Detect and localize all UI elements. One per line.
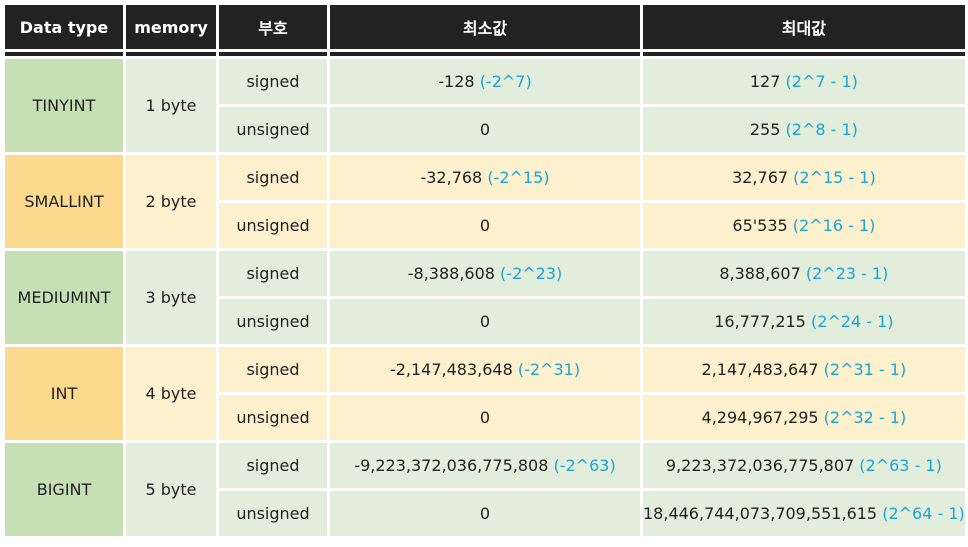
header-row: Data type memory 부호 최소값 최대값 — [5, 5, 965, 49]
data-type-cell: MEDIUMINT — [5, 251, 123, 344]
min-value: 0 — [479, 120, 491, 139]
max-value: 16,777,215 — [714, 312, 806, 331]
table-row: unsigned 0 4,294,967,295 (2^32 - 1) — [5, 395, 965, 440]
max-value-cell: 9,223,372,036,775,807 (2^63 - 1) — [643, 443, 965, 488]
sign-cell: signed — [219, 347, 327, 392]
max-expression: (2^31 - 1) — [823, 360, 907, 379]
min-value: -9,223,372,036,775,808 — [354, 456, 549, 475]
min-value-cell: 0 — [330, 203, 640, 248]
min-value: -8,388,608 — [407, 264, 495, 283]
max-value: 8,388,607 — [719, 264, 801, 283]
table-body: TINYINT 1 byte signed -128 (-2^7) 127 (2^7 -… — [5, 59, 965, 536]
table-row: unsigned 0 65'535 (2^16 - 1) — [5, 203, 965, 248]
max-value-cell: 2,147,483,647 (2^31 - 1) — [643, 347, 965, 392]
memory-cell: 2 byte — [126, 155, 216, 248]
max-value: 4,294,967,295 — [701, 408, 819, 427]
max-value-cell: 32,767 (2^15 - 1) — [643, 155, 965, 200]
max-value-cell: 8,388,607 (2^23 - 1) — [643, 251, 965, 296]
max-value: 2,147,483,647 — [701, 360, 819, 379]
max-value: 127 — [749, 72, 781, 91]
max-value: 9,223,372,036,775,807 — [665, 456, 855, 475]
header-rule-cell — [643, 52, 965, 56]
max-value-cell: 255 (2^8 - 1) — [643, 107, 965, 152]
max-value-cell: 16,777,215 (2^24 - 1) — [643, 299, 965, 344]
data-type-cell: BIGINT — [5, 443, 123, 536]
header-rule-cell — [5, 52, 123, 56]
max-value-cell: 4,294,967,295 (2^32 - 1) — [643, 395, 965, 440]
table-row: unsigned 0 16,777,215 (2^24 - 1) — [5, 299, 965, 344]
max-value: 255 — [749, 120, 781, 139]
min-expression: (-2^63) — [553, 456, 616, 475]
min-value-cell: -32,768 (-2^15) — [330, 155, 640, 200]
max-value-cell: 18,446,744,073,709,551,615 (2^64 - 1) — [643, 491, 965, 536]
max-expression: (2^63 - 1) — [859, 456, 942, 475]
data-type-cell: TINYINT — [5, 59, 123, 152]
min-value-cell: 0 — [330, 395, 640, 440]
header-rule — [5, 52, 965, 56]
sign-cell: unsigned — [219, 395, 327, 440]
min-value: -2,147,483,648 — [389, 360, 513, 379]
table-row: INT 4 byte signed -2,147,483,648 (-2^31) 2,1… — [5, 347, 965, 440]
min-value: -128 — [438, 72, 475, 91]
min-value-cell: -128 (-2^7) — [330, 59, 640, 104]
min-value-cell: 0 — [330, 107, 640, 152]
max-expression: (2^15 - 1) — [793, 168, 876, 187]
data-type-cell: INT — [5, 347, 123, 440]
max-value: 65'535 — [732, 216, 788, 235]
max-value: 18,446,744,073,709,551,615 — [643, 504, 878, 523]
table-row: unsigned 0 255 (2^8 - 1) — [5, 107, 965, 152]
memory-cell: 3 byte — [126, 251, 216, 344]
max-expression: (2^64 - 1) — [882, 504, 965, 523]
sign-cell: unsigned — [219, 107, 327, 152]
min-expression: (-2^31) — [517, 360, 581, 379]
header-rule-cell — [219, 52, 327, 56]
min-value: -32,768 — [420, 168, 483, 187]
sign-cell: signed — [219, 251, 327, 296]
max-expression: (2^7 - 1) — [785, 72, 858, 91]
header-rule-cell — [330, 52, 640, 56]
min-expression: (-2^23) — [500, 264, 563, 283]
sign-cell: signed — [219, 443, 327, 488]
sign-cell: signed — [219, 155, 327, 200]
max-expression: (2^16 - 1) — [792, 216, 876, 235]
max-value: 32,767 — [732, 168, 789, 187]
header-data-type: Data type — [5, 5, 123, 49]
max-expression: (2^8 - 1) — [785, 120, 858, 139]
min-value: 0 — [479, 312, 491, 331]
max-value-cell: 127 (2^7 - 1) — [643, 59, 965, 104]
table-row: MEDIUMINT 3 byte signed -8,388,608 (-2^23) 8… — [5, 251, 965, 344]
sign-cell: signed — [219, 59, 327, 104]
sign-cell: unsigned — [219, 491, 327, 536]
min-expression: (-2^7) — [479, 72, 532, 91]
min-value: 0 — [479, 216, 491, 235]
header-max: 최대값 — [643, 5, 965, 49]
max-expression: (2^23 - 1) — [805, 264, 889, 283]
min-value-cell: 0 — [330, 491, 640, 536]
min-value: 0 — [479, 504, 491, 523]
table-row: BIGINT 5 byte signed -9,223,372,036,775,808… — [5, 443, 965, 536]
table-row: SMALLINT 2 byte signed -32,768 (-2^15) 32,76… — [5, 155, 965, 248]
sign-cell: unsigned — [219, 203, 327, 248]
max-expression: (2^24 - 1) — [810, 312, 894, 331]
min-expression: (-2^15) — [487, 168, 550, 187]
integer-types-table: Data type memory 부호 최소값 최대값 TINYINT 1 byt… — [2, 2, 968, 539]
data-type-cell: SMALLINT — [5, 155, 123, 248]
header-rule-cell — [126, 52, 216, 56]
table-row: TINYINT 1 byte signed -128 (-2^7) 127 (2^7 -… — [5, 59, 965, 152]
header-memory: memory — [126, 5, 216, 49]
sign-cell: unsigned — [219, 299, 327, 344]
table-row: unsigned 0 18,446,744,073,709,551,615 (2^6… — [5, 491, 965, 536]
header-min: 최소값 — [330, 5, 640, 49]
max-expression: (2^32 - 1) — [823, 408, 907, 427]
min-value-cell: -9,223,372,036,775,808 (-2^63) — [330, 443, 640, 488]
min-value-cell: -8,388,608 (-2^23) — [330, 251, 640, 296]
memory-cell: 5 byte — [126, 443, 216, 536]
min-value: 0 — [479, 408, 491, 427]
header-sign: 부호 — [219, 5, 327, 49]
memory-cell: 4 byte — [126, 347, 216, 440]
max-value-cell: 65'535 (2^16 - 1) — [643, 203, 965, 248]
min-value-cell: 0 — [330, 299, 640, 344]
min-value-cell: -2,147,483,648 (-2^31) — [330, 347, 640, 392]
memory-cell: 1 byte — [126, 59, 216, 152]
